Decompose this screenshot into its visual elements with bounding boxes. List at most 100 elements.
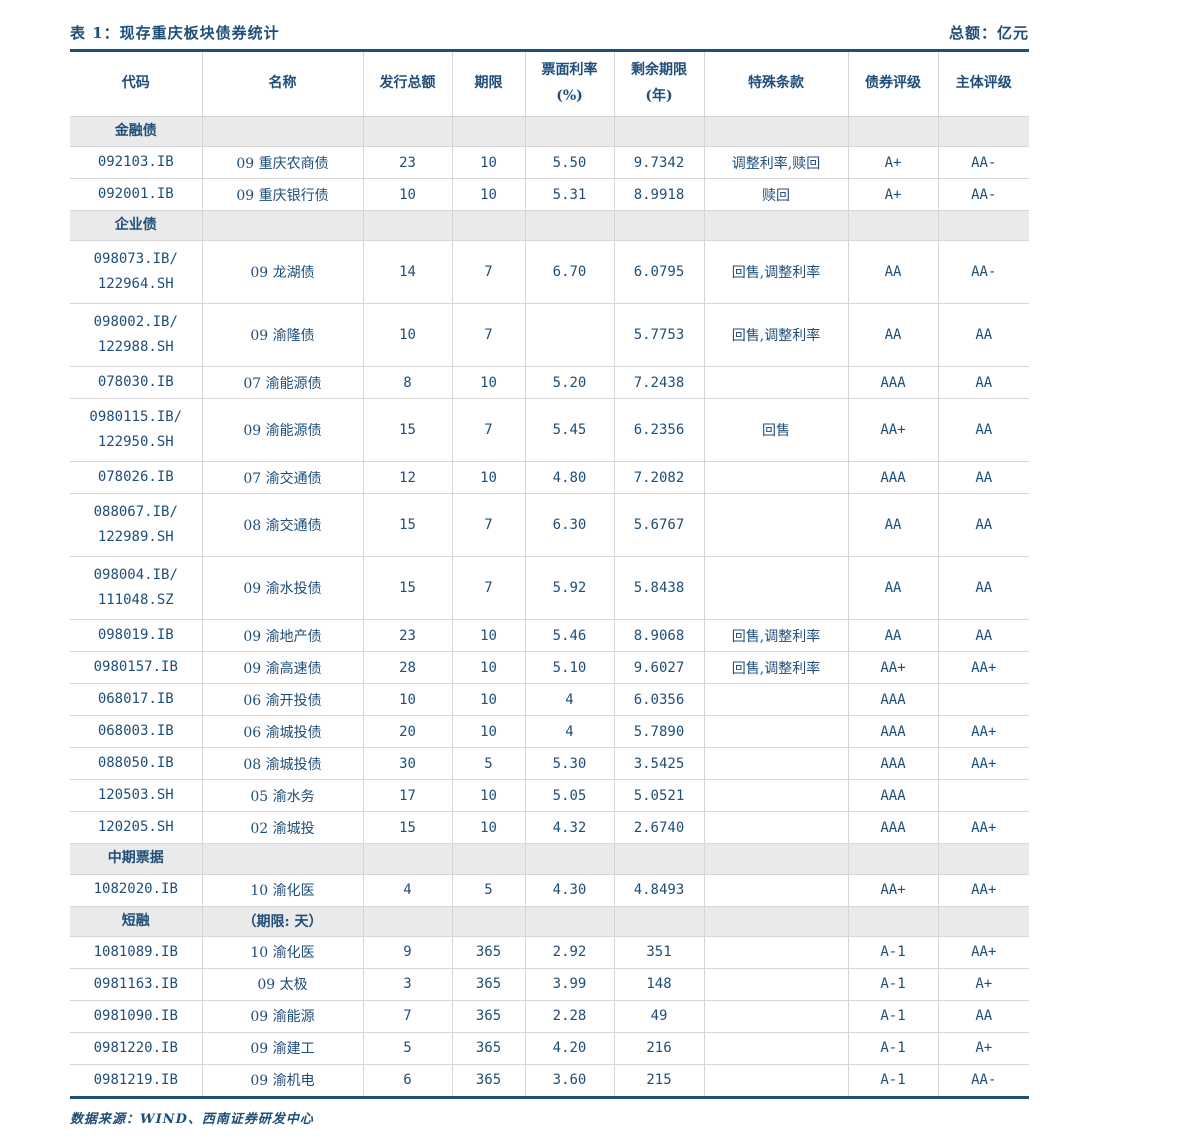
cell-code: 1081089.IB <box>70 935 203 969</box>
cell-remaining: 148 <box>613 967 705 1001</box>
cell-amount: 10 <box>362 178 453 212</box>
cell-amount <box>362 210 453 242</box>
cell-term: 365 <box>451 1031 526 1065</box>
cell-term: 10 <box>451 715 526 749</box>
column-header-coupon: 票面利率 (%) <box>524 52 615 117</box>
cell-clauses <box>703 366 849 400</box>
cell-name: 09 渝能源债 <box>201 398 364 463</box>
cell-issuer-rating: A+ <box>937 1031 1029 1065</box>
cell-name: 02 渝城投 <box>201 811 364 845</box>
cell-bond-rating <box>847 905 939 937</box>
cell-term <box>451 115 526 148</box>
cell-remaining: 5.0521 <box>613 779 705 813</box>
section-row: 企业债 <box>70 210 1029 242</box>
cell-clauses <box>703 461 849 495</box>
cell-bond-rating: AAA <box>847 366 939 400</box>
cell-bond-rating: AAA <box>847 715 939 749</box>
cell-code: 068017.IB <box>70 683 203 717</box>
cell-code: 088067.IB/ 122989.SH <box>70 493 203 558</box>
cell-clauses: 回售,调整利率 <box>703 651 849 685</box>
cell-term: 7 <box>451 303 526 368</box>
cell-issuer-rating: AA+ <box>937 935 1029 969</box>
cell-name <box>201 210 364 242</box>
cell-name: 05 渝水务 <box>201 779 364 813</box>
cell-bond-rating: AA <box>847 303 939 368</box>
cell-remaining: 6.2356 <box>613 398 705 463</box>
cell-name: 09 渝隆债 <box>201 303 364 368</box>
cell-amount: 14 <box>362 240 453 305</box>
cell-term: 365 <box>451 935 526 969</box>
cell-name: 08 渝城投债 <box>201 747 364 781</box>
cell-amount: 7 <box>362 999 453 1033</box>
cell-coupon: 6.70 <box>524 240 615 305</box>
cell-amount: 15 <box>362 398 453 463</box>
cell-name: 09 渝机电 <box>201 1063 364 1098</box>
cell-issuer-rating: AA <box>937 619 1029 653</box>
cell-remaining: 215 <box>613 1063 705 1098</box>
cell-term: 10 <box>451 178 526 212</box>
cell-remaining: 8.9918 <box>613 178 705 212</box>
cell-issuer-rating: AA <box>937 398 1029 463</box>
cell-amount: 15 <box>362 556 453 621</box>
cell-amount: 9 <box>362 935 453 969</box>
cell-clauses <box>703 747 849 781</box>
cell-clauses: 调整利率,赎回 <box>703 146 849 180</box>
cell-issuer-rating: AA+ <box>937 651 1029 685</box>
cell-term: 365 <box>451 999 526 1033</box>
cell-remaining <box>613 905 705 937</box>
table-row: 1082020.IB 10 渝化医 4 5 4.30 4.8493 AA+ AA+ <box>70 873 1029 907</box>
cell-bond-rating: AA <box>847 240 939 305</box>
cell-clauses <box>703 843 849 875</box>
bond-table: 代码 名称 发行总额 期限 票面利率 (%) 剩余期限 (年) 特殊条款 债券评级 主体评级 金… <box>70 52 1029 1099</box>
cell-amount: 23 <box>362 146 453 180</box>
cell-remaining <box>613 115 705 148</box>
cell-bond-rating: A-1 <box>847 1063 939 1098</box>
cell-coupon: 4 <box>524 683 615 717</box>
cell-code: 0981090.IB <box>70 999 203 1033</box>
cell-bond-rating: A-1 <box>847 999 939 1033</box>
cell-bond-rating: AAA <box>847 461 939 495</box>
cell-clauses <box>703 811 849 845</box>
cell-code: 0981163.IB <box>70 967 203 1001</box>
column-header-term: 期限 <box>451 52 526 117</box>
cell-remaining: 5.8438 <box>613 556 705 621</box>
cell-coupon: 3.99 <box>524 967 615 1001</box>
cell-clauses <box>703 873 849 907</box>
cell-coupon: 5.20 <box>524 366 615 400</box>
cell-amount: 8 <box>362 366 453 400</box>
cell-amount <box>362 115 453 148</box>
cell-remaining: 6.0356 <box>613 683 705 717</box>
cell-remaining: 5.6767 <box>613 493 705 558</box>
cell-coupon: 3.60 <box>524 1063 615 1098</box>
cell-coupon: 5.10 <box>524 651 615 685</box>
cell-coupon: 4.20 <box>524 1031 615 1065</box>
cell-code: 1082020.IB <box>70 873 203 907</box>
cell-bond-rating: AAA <box>847 811 939 845</box>
cell-name: 09 渝地产债 <box>201 619 364 653</box>
cell-code: 078026.IB <box>70 461 203 495</box>
section-label: 企业债 <box>70 210 203 242</box>
cell-coupon <box>524 843 615 875</box>
cell-issuer-rating: AA <box>937 493 1029 558</box>
cell-issuer-rating <box>937 843 1029 875</box>
cell-remaining: 2.6740 <box>613 811 705 845</box>
cell-remaining <box>613 843 705 875</box>
table-row: 098019.IB 09 渝地产债 23 10 5.46 8.9068 回售,调整利率 AA A… <box>70 619 1029 653</box>
cell-issuer-rating <box>937 683 1029 717</box>
table-row: 092001.IB 09 重庆银行债 10 10 5.31 8.9918 赎回 A+ AA- <box>70 178 1029 212</box>
cell-code: 068003.IB <box>70 715 203 749</box>
table-row: 098073.IB/ 122964.SH 09 龙湖债 14 7 6.70 6.0795 回… <box>70 240 1029 305</box>
cell-term: 10 <box>451 619 526 653</box>
table-row: 098004.IB/ 111048.SZ 09 渝水投债 15 7 5.92 5.8438… <box>70 556 1029 621</box>
cell-coupon: 4.30 <box>524 873 615 907</box>
cell-clauses <box>703 556 849 621</box>
cell-clauses <box>703 1063 849 1098</box>
cell-term: 365 <box>451 967 526 1001</box>
table-row: 088050.IB 08 渝城投债 30 5 5.30 3.5425 AAA AA+ <box>70 747 1029 781</box>
cell-name: 09 重庆农商债 <box>201 146 364 180</box>
table-row: 1081089.IB 10 渝化医 9 365 2.92 351 A-1 AA+ <box>70 935 1029 969</box>
cell-issuer-rating <box>937 779 1029 813</box>
cell-code: 092103.IB <box>70 146 203 180</box>
table-row: 0981163.IB 09 太极 3 365 3.99 148 A-1 A+ <box>70 967 1029 1001</box>
cell-term: 5 <box>451 747 526 781</box>
